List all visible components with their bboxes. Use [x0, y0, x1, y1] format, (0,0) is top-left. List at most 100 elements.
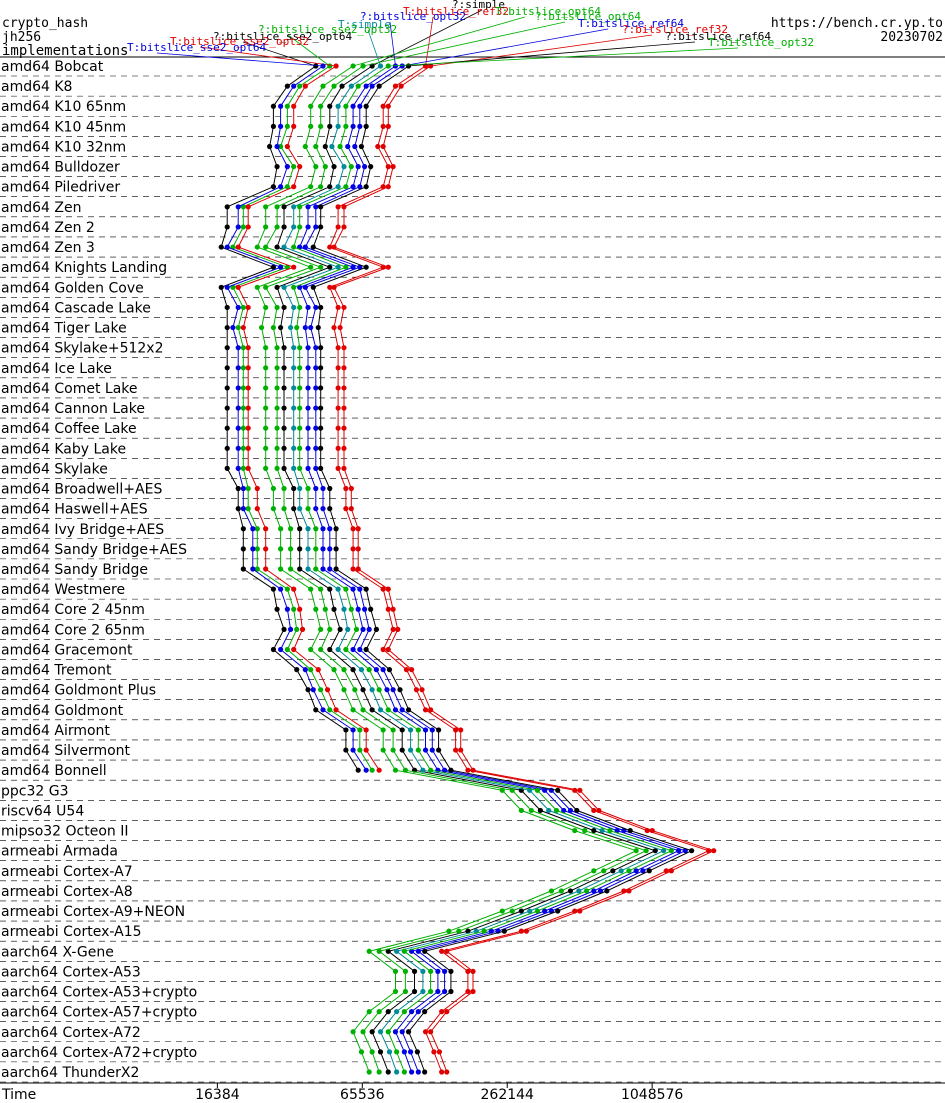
data-point — [235, 506, 241, 512]
data-point — [313, 606, 319, 612]
data-point — [422, 747, 429, 753]
data-point — [439, 948, 445, 954]
data-point — [527, 908, 533, 914]
data-point — [335, 465, 341, 471]
row-label: amd64 Coffee Lake — [1, 421, 137, 437]
data-point — [245, 506, 251, 512]
data-point — [394, 1069, 400, 1075]
data-point — [376, 948, 382, 954]
data-point — [267, 143, 273, 150]
data-point — [250, 526, 256, 532]
data-point — [465, 928, 471, 934]
data-point — [335, 184, 341, 190]
data-point — [357, 727, 363, 733]
data-point — [333, 707, 339, 713]
data-point — [245, 385, 251, 391]
row-label: amd64 Silvermont — [1, 743, 131, 759]
data-point — [274, 465, 280, 471]
row-label: amd64 Sandy Bridge — [1, 562, 148, 578]
data-point — [291, 365, 297, 371]
row-label: amd64 Bonnell — [1, 763, 107, 779]
data-point — [274, 606, 280, 612]
data-point — [318, 204, 324, 210]
data-point — [281, 485, 287, 492]
data-point — [297, 304, 303, 311]
row-label: aarch64 ThunderX2 — [1, 1065, 139, 1081]
x-tick-label: 1048576 — [621, 1087, 683, 1103]
data-point — [555, 908, 561, 914]
data-point — [398, 83, 404, 89]
data-point — [341, 425, 347, 431]
data-point — [297, 485, 303, 492]
data-point — [518, 807, 524, 814]
data-point — [308, 667, 314, 673]
data-point — [218, 284, 224, 290]
series-line — [232, 65, 373, 771]
row-label: amd64 K10 65nm — [1, 99, 126, 115]
data-point — [577, 787, 583, 793]
data-point — [363, 83, 369, 89]
data-point — [274, 204, 280, 210]
data-point — [263, 365, 269, 371]
data-point — [270, 184, 277, 190]
legend-leader — [362, 21, 566, 67]
data-point — [224, 445, 230, 451]
row-label: amd64 Skylake — [1, 461, 108, 477]
data-point — [263, 304, 269, 311]
data-point — [305, 485, 311, 492]
legend-label: T:simple — [338, 18, 391, 31]
data-point — [235, 224, 241, 230]
row-label: aarch64 Cortex-A72+crypto — [1, 1045, 197, 1061]
data-point — [274, 304, 280, 311]
data-point — [390, 626, 396, 632]
data-point — [390, 687, 396, 693]
data-point — [308, 324, 314, 331]
data-point — [646, 868, 652, 874]
data-point — [310, 244, 316, 250]
data-point — [429, 727, 435, 733]
data-point — [263, 566, 269, 572]
data-point — [377, 1049, 384, 1055]
data-point — [318, 224, 324, 230]
data-point — [499, 908, 505, 914]
data-point — [313, 465, 319, 471]
data-point — [394, 1009, 400, 1015]
data-point — [274, 143, 280, 150]
data-point — [599, 827, 605, 834]
data-point — [240, 385, 246, 391]
data-point — [509, 908, 515, 914]
data-point — [394, 1049, 400, 1055]
data-point — [399, 747, 405, 753]
data-point — [399, 1029, 405, 1035]
data-point — [240, 526, 246, 532]
data-point — [235, 304, 241, 311]
data-point — [350, 123, 356, 129]
data-point — [278, 586, 284, 592]
data-point — [376, 1009, 382, 1015]
data-point — [567, 888, 574, 894]
data-point — [274, 405, 280, 411]
data-point — [582, 827, 588, 834]
data-point — [574, 807, 580, 814]
data-point — [422, 1029, 429, 1035]
data-point — [235, 485, 241, 492]
legend-label: T:bitslice_opt64 — [495, 5, 601, 18]
data-point — [315, 667, 321, 673]
row-label: amd64 Cannon Lake — [1, 401, 145, 417]
data-point — [576, 888, 582, 894]
data-point — [386, 667, 393, 673]
data-point — [453, 747, 459, 753]
data-point — [392, 1029, 399, 1035]
legend-label: T:bitslice_ref32 — [403, 5, 509, 18]
data-point — [327, 184, 333, 190]
row-label: armeabi Cortex-A9+NEON — [1, 904, 185, 920]
row-label: amd64 Piledriver — [1, 180, 120, 196]
data-point — [401, 948, 407, 954]
data-point — [315, 324, 321, 331]
data-point — [327, 244, 333, 250]
data-point — [390, 606, 396, 612]
data-point — [297, 345, 303, 351]
data-point — [523, 928, 530, 934]
data-point — [668, 848, 674, 854]
